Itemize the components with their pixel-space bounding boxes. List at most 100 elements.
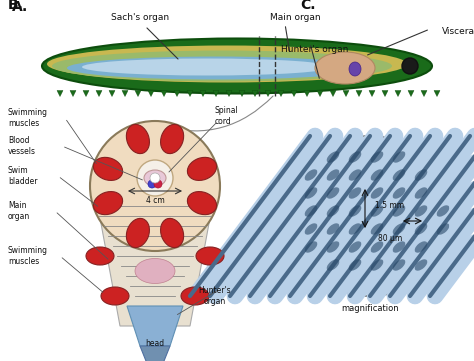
Polygon shape xyxy=(109,91,115,96)
Text: 4 cm: 4 cm xyxy=(146,196,164,205)
Polygon shape xyxy=(434,91,440,96)
Ellipse shape xyxy=(437,223,449,235)
Circle shape xyxy=(137,160,173,196)
Ellipse shape xyxy=(437,205,449,217)
Ellipse shape xyxy=(327,151,339,163)
Ellipse shape xyxy=(327,259,339,271)
Ellipse shape xyxy=(349,259,361,271)
Ellipse shape xyxy=(349,187,361,199)
Polygon shape xyxy=(278,91,284,96)
Ellipse shape xyxy=(349,205,361,217)
Ellipse shape xyxy=(392,223,405,235)
Text: A.: A. xyxy=(12,0,28,14)
Ellipse shape xyxy=(415,223,427,235)
Ellipse shape xyxy=(42,39,432,93)
Ellipse shape xyxy=(371,259,383,271)
Polygon shape xyxy=(83,91,89,96)
Circle shape xyxy=(290,136,450,296)
Text: Main organ: Main organ xyxy=(270,13,320,22)
Text: Spinal
cord: Spinal cord xyxy=(215,106,239,126)
Ellipse shape xyxy=(392,259,405,271)
Polygon shape xyxy=(213,91,219,96)
Ellipse shape xyxy=(349,241,361,253)
Ellipse shape xyxy=(67,57,367,79)
Text: Hunter's organ: Hunter's organ xyxy=(281,45,349,54)
Text: Viscera: Viscera xyxy=(442,26,474,35)
Ellipse shape xyxy=(371,187,383,199)
Ellipse shape xyxy=(181,287,209,305)
Ellipse shape xyxy=(327,223,339,235)
Ellipse shape xyxy=(371,205,383,217)
Text: C.: C. xyxy=(300,0,316,12)
Text: Hunter's
organ: Hunter's organ xyxy=(199,286,231,306)
Polygon shape xyxy=(291,91,297,96)
Ellipse shape xyxy=(327,169,339,181)
Polygon shape xyxy=(421,91,427,96)
Ellipse shape xyxy=(327,241,339,253)
Ellipse shape xyxy=(371,241,383,253)
Text: magnification: magnification xyxy=(341,304,399,313)
Ellipse shape xyxy=(305,205,317,217)
Ellipse shape xyxy=(415,259,427,271)
Text: 1.5 mm: 1.5 mm xyxy=(375,201,404,210)
Ellipse shape xyxy=(305,187,317,199)
Polygon shape xyxy=(395,91,401,96)
Ellipse shape xyxy=(392,169,405,181)
Text: 80 μm: 80 μm xyxy=(378,234,402,243)
Polygon shape xyxy=(57,91,63,96)
Ellipse shape xyxy=(144,170,166,186)
Ellipse shape xyxy=(52,51,392,82)
Ellipse shape xyxy=(371,223,383,235)
Ellipse shape xyxy=(47,45,407,83)
Polygon shape xyxy=(127,306,183,346)
Polygon shape xyxy=(356,91,362,96)
Text: Swimming
muscles: Swimming muscles xyxy=(8,246,48,266)
Ellipse shape xyxy=(82,58,332,75)
Ellipse shape xyxy=(349,151,361,163)
Ellipse shape xyxy=(127,125,149,153)
Ellipse shape xyxy=(371,151,383,163)
Ellipse shape xyxy=(349,62,361,76)
Circle shape xyxy=(402,58,418,74)
Ellipse shape xyxy=(392,205,405,217)
Polygon shape xyxy=(226,91,232,96)
Ellipse shape xyxy=(305,223,317,235)
Polygon shape xyxy=(187,91,193,96)
Polygon shape xyxy=(265,91,271,96)
Polygon shape xyxy=(174,91,180,96)
Polygon shape xyxy=(330,91,336,96)
Polygon shape xyxy=(200,91,206,96)
Text: B.: B. xyxy=(8,0,24,12)
Text: Sach's organ: Sach's organ xyxy=(111,13,169,22)
Ellipse shape xyxy=(371,169,383,181)
Ellipse shape xyxy=(392,187,405,199)
Ellipse shape xyxy=(93,192,123,215)
Circle shape xyxy=(291,137,449,295)
Polygon shape xyxy=(304,91,310,96)
Ellipse shape xyxy=(315,52,375,84)
Polygon shape xyxy=(239,91,245,96)
Polygon shape xyxy=(252,91,258,96)
Circle shape xyxy=(154,180,162,188)
Polygon shape xyxy=(317,91,323,96)
Ellipse shape xyxy=(415,169,427,181)
Ellipse shape xyxy=(86,247,114,265)
Text: head: head xyxy=(146,339,164,348)
Ellipse shape xyxy=(305,241,317,253)
Text: Swim
bladder: Swim bladder xyxy=(8,166,37,186)
Ellipse shape xyxy=(196,247,224,265)
Ellipse shape xyxy=(327,187,339,199)
Ellipse shape xyxy=(187,157,217,180)
Circle shape xyxy=(90,121,220,251)
Polygon shape xyxy=(161,91,167,96)
Ellipse shape xyxy=(415,187,427,199)
Ellipse shape xyxy=(349,169,361,181)
Polygon shape xyxy=(95,191,215,326)
Ellipse shape xyxy=(415,241,427,253)
Text: Swimming
muscles: Swimming muscles xyxy=(8,108,48,128)
Polygon shape xyxy=(148,91,154,96)
Polygon shape xyxy=(382,91,388,96)
Circle shape xyxy=(148,180,156,188)
Circle shape xyxy=(150,173,160,183)
Ellipse shape xyxy=(127,218,149,248)
